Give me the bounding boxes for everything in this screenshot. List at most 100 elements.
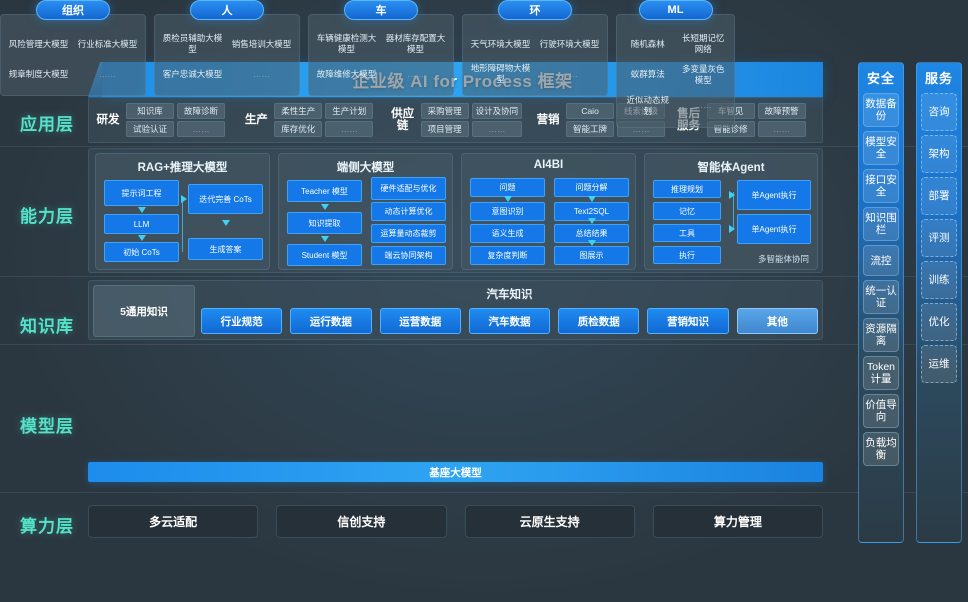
capability-node[interactable]: 迭代完善 CoTs: [188, 184, 263, 214]
capability-node[interactable]: 硬件适配与优化: [371, 177, 446, 200]
capability-arrow-right: [729, 225, 735, 233]
security-rail-item[interactable]: 数据备份: [863, 93, 899, 127]
capability-node[interactable]: 初始 CoTs: [104, 242, 179, 262]
capability-node[interactable]: 推理规划: [653, 180, 721, 198]
security-rail-item[interactable]: 负载均衡: [863, 432, 899, 466]
model-item[interactable]: 蚁群算法: [630, 69, 665, 80]
model-column-pill[interactable]: 组织: [36, 0, 110, 20]
model-item[interactable]: 多变量灰色模型: [681, 63, 725, 85]
model-column-pill[interactable]: ML: [638, 0, 713, 20]
application-chip[interactable]: 故障预警: [757, 103, 806, 119]
model-item[interactable]: ……: [694, 100, 712, 111]
capability-node[interactable]: 动态计算优化: [371, 202, 446, 221]
capability-node[interactable]: 问题分解: [554, 178, 629, 197]
divider-1: [0, 146, 968, 147]
service-rail-item[interactable]: 架构: [921, 135, 957, 173]
knowledge-chip[interactable]: 质检数据: [558, 308, 640, 334]
capability-node[interactable]: 工具: [653, 224, 721, 242]
application-chip[interactable]: ……: [325, 121, 374, 137]
model-item[interactable]: 天气环境大模型: [470, 38, 531, 49]
model-item[interactable]: 规章制度大模型: [8, 68, 69, 79]
model-item[interactable]: 客户忠诚大模型: [162, 68, 223, 79]
service-rail-item[interactable]: 训练: [921, 261, 957, 299]
application-chip[interactable]: 采购管理: [420, 103, 469, 119]
application-chip[interactable]: 库存优化: [274, 121, 323, 137]
model-item[interactable]: ……: [561, 68, 578, 79]
capability-node[interactable]: 记忆: [653, 202, 721, 220]
capability-node[interactable]: 意图识别: [470, 202, 545, 221]
model-item[interactable]: 销售培训大模型: [231, 38, 292, 49]
model-item[interactable]: 车辆健康检测大模型: [316, 33, 377, 54]
capability-node[interactable]: 复杂度判断: [470, 246, 545, 265]
model-column-pill[interactable]: 车: [344, 0, 418, 20]
service-rail-item[interactable]: 咨询: [921, 93, 957, 131]
model-column-pill[interactable]: 环: [498, 0, 572, 20]
application-chip[interactable]: ……: [177, 121, 225, 137]
application-chip[interactable]: 项目管理: [420, 121, 469, 137]
model-item[interactable]: 风险管理大模型: [8, 38, 69, 49]
application-chip[interactable]: 柔性生产: [274, 103, 323, 119]
capability-node[interactable]: 单Agent执行: [737, 180, 811, 210]
model-item[interactable]: 行业标准大模型: [77, 38, 138, 49]
application-chip[interactable]: 知识库: [126, 103, 174, 119]
model-column-2: 人质检员辅助大模型 销售培训大模型客户忠诚大模型 ……: [154, 0, 300, 96]
security-rail-item[interactable]: 模型安全: [863, 131, 899, 165]
capability-node[interactable]: 语义生成: [470, 224, 545, 243]
security-rail-item[interactable]: 接口安全: [863, 169, 899, 203]
capability-node[interactable]: LLM: [104, 214, 179, 234]
model-item[interactable]: 近似动态规划: [626, 94, 669, 116]
model-item[interactable]: 长短期记忆网络: [681, 33, 725, 55]
application-chip[interactable]: ……: [757, 121, 806, 137]
knowledge-chip[interactable]: 营销知识: [647, 308, 729, 334]
knowledge-chip[interactable]: 行业规范: [201, 308, 283, 334]
model-item[interactable]: 行驶环境大模型: [539, 38, 600, 49]
security-rail-item[interactable]: Token计量: [863, 356, 899, 390]
capability-node[interactable]: 单Agent执行: [737, 214, 811, 244]
service-rail-item[interactable]: 优化: [921, 303, 957, 341]
security-rail-item[interactable]: 统一认证: [863, 280, 899, 314]
security-rail-item[interactable]: 资源隔离: [863, 318, 899, 352]
capability-node[interactable]: 图展示: [554, 246, 629, 265]
knowledge-chip[interactable]: 运行数据: [290, 308, 372, 334]
compute-box[interactable]: 多云适配: [88, 505, 259, 538]
model-item[interactable]: 故障维修大模型: [316, 68, 377, 79]
model-item[interactable]: ……: [99, 68, 116, 79]
capability-card-title: 智能体Agent: [697, 162, 765, 174]
capability-node[interactable]: 生成答案: [188, 238, 263, 260]
model-column-pill[interactable]: 人: [190, 0, 264, 20]
knowledge-chip[interactable]: 运营数据: [379, 308, 461, 334]
compute-box[interactable]: 算力管理: [652, 505, 823, 538]
security-rail-item[interactable]: 流控: [863, 245, 899, 276]
compute-box[interactable]: 云原生支持: [464, 505, 635, 538]
capability-node[interactable]: 运算量动态裁剪: [371, 224, 446, 243]
capability-node[interactable]: Teacher 模型: [287, 180, 362, 202]
capability-node[interactable]: 问题: [470, 178, 545, 197]
service-rail-item[interactable]: 部署: [921, 177, 957, 215]
model-item[interactable]: 随机森林: [630, 38, 665, 49]
capability-node[interactable]: 知识提取: [287, 212, 362, 234]
security-rail-item[interactable]: 知识围栏: [863, 207, 899, 241]
application-chip[interactable]: 设计及协同: [471, 103, 523, 119]
model-item[interactable]: 质检员辅助大模型: [162, 33, 223, 54]
application-chip[interactable]: 生产计划: [325, 103, 374, 119]
application-chip[interactable]: 智能工牌: [566, 121, 615, 137]
compute-box[interactable]: 信创支持: [276, 505, 447, 538]
capability-card-title: RAG+推理大模型: [137, 162, 228, 174]
service-rail-item[interactable]: 运维: [921, 345, 957, 383]
model-item[interactable]: ……: [407, 68, 424, 79]
application-chip[interactable]: ……: [471, 121, 523, 137]
model-item[interactable]: 器材库存配置大模型: [385, 33, 446, 54]
knowledge-chip[interactable]: 其他: [736, 308, 818, 334]
capability-node[interactable]: 提示词工程: [104, 180, 179, 206]
application-chip[interactable]: Caio: [566, 103, 615, 119]
application-chip[interactable]: 故障诊断: [177, 103, 225, 119]
model-item[interactable]: ……: [253, 68, 270, 79]
service-rail-item[interactable]: 评测: [921, 219, 957, 257]
capability-node[interactable]: 端云协同架构: [371, 246, 446, 265]
capability-node[interactable]: 执行: [653, 246, 721, 264]
capability-node[interactable]: Student 模型: [287, 244, 362, 266]
application-chip[interactable]: 试验认证: [126, 121, 174, 137]
model-item[interactable]: 地形障碍物大模型: [470, 63, 531, 84]
knowledge-chip[interactable]: 汽车数据: [468, 308, 551, 334]
security-rail-item[interactable]: 价值导向: [863, 394, 899, 428]
